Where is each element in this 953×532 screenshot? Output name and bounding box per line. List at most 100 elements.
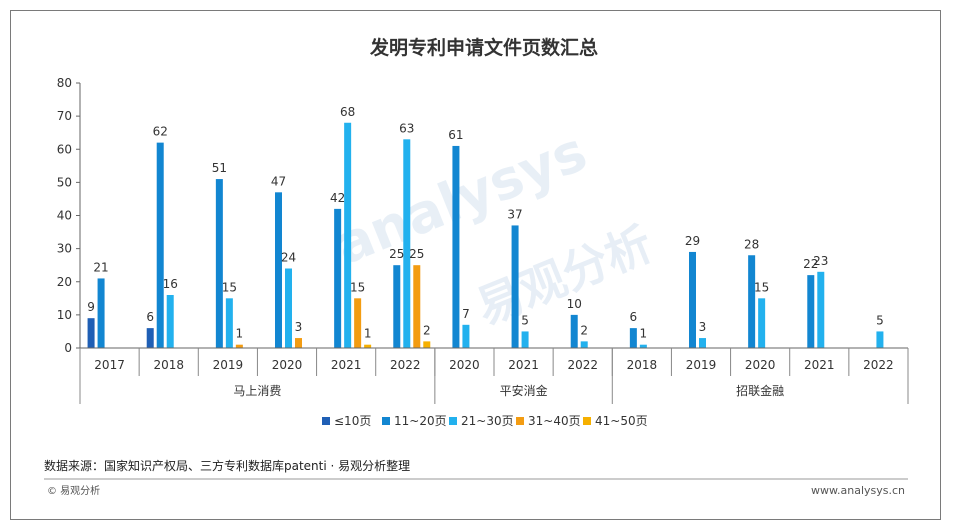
legend-swatch — [516, 417, 524, 425]
data-label: 51 — [212, 161, 227, 175]
data-label: 5 — [521, 313, 529, 327]
copyright-text: © 易观分析 — [47, 484, 100, 497]
y-tick-label: 30 — [57, 242, 72, 256]
data-label: 6 — [146, 310, 154, 324]
legend-swatch — [449, 417, 457, 425]
data-labels: 9216621651151472434268151256325261737510… — [87, 105, 883, 341]
x-group-label: 马上消费 — [233, 384, 281, 398]
bar — [817, 271, 825, 348]
data-label: 16 — [163, 277, 178, 291]
x-tick-label: 2020 — [745, 358, 776, 372]
bar — [295, 338, 302, 348]
bars — [87, 122, 884, 348]
data-label: 61 — [448, 128, 463, 142]
bar — [156, 142, 164, 348]
bar — [758, 298, 766, 348]
x-tick-label: 2022 — [390, 358, 421, 372]
x-tick-label: 2018 — [627, 358, 658, 372]
bar — [364, 344, 372, 348]
x-axis: 2017 2018 2019 2020 2021 2022 马上消费 2020 2021 2022… — [79, 347, 909, 404]
data-label: 37 — [507, 207, 522, 221]
x-group-label: 平安消金 — [500, 383, 548, 398]
data-label: 6 — [630, 310, 638, 324]
bar — [570, 314, 578, 348]
chart-title: 发明专利申请文件页数汇总 — [369, 36, 598, 59]
y-tick-label: 10 — [57, 308, 72, 322]
y-tick-label: 80 — [57, 76, 72, 90]
bar — [235, 344, 243, 348]
data-label: 2 — [580, 323, 588, 337]
data-label: 47 — [271, 174, 286, 188]
bar — [876, 331, 884, 348]
bar — [166, 295, 174, 348]
bar — [629, 328, 637, 348]
x-tick-label: 2019 — [686, 358, 717, 372]
bar — [748, 255, 756, 348]
x-tick-label: 2018 — [153, 358, 184, 372]
x-tick-label: 2022 — [567, 358, 598, 372]
legend-label: ≤10页 — [334, 414, 371, 428]
data-label: 25 — [409, 247, 424, 261]
bar — [699, 338, 706, 348]
data-label: 42 — [330, 191, 345, 205]
x-tick-label: 2020 — [449, 358, 480, 372]
bar — [580, 341, 588, 348]
data-label: 28 — [744, 237, 759, 251]
chart-frame — [10, 10, 941, 520]
data-label: 15 — [222, 280, 237, 294]
data-label: 63 — [399, 121, 414, 135]
data-source: 数据来源：国家知识产权局、三方专利数据库patenti · 易观分析整理 — [44, 458, 410, 473]
data-label: 2 — [423, 323, 431, 337]
data-label: 3 — [295, 320, 303, 334]
legend-label: 21~30页 — [461, 414, 514, 428]
data-label: 25 — [389, 247, 404, 261]
bar — [215, 179, 223, 348]
data-label: 15 — [350, 280, 365, 294]
x-tick-label: 2020 — [272, 358, 303, 372]
data-label: 1 — [640, 327, 648, 341]
data-label: 68 — [340, 105, 355, 119]
data-label: 29 — [685, 234, 700, 248]
bar — [807, 275, 815, 348]
data-label: 5 — [876, 313, 884, 327]
data-label: 7 — [462, 307, 470, 321]
x-tick-label: 2019 — [213, 358, 244, 372]
data-label: 1 — [236, 327, 244, 341]
x-tick-label: 2021 — [508, 358, 539, 372]
bar — [639, 344, 647, 348]
x-tick-label: 2022 — [863, 358, 894, 372]
data-label: 1 — [364, 327, 372, 341]
bar — [689, 251, 696, 348]
y-axis: 0 10 20 30 40 50 60 70 80 — [57, 76, 81, 355]
bar — [462, 324, 470, 348]
data-label: 62 — [153, 125, 168, 139]
bar — [344, 122, 352, 348]
legend-swatch — [322, 417, 330, 425]
bar — [393, 265, 401, 348]
bar — [511, 225, 519, 348]
x-group-label: 招联金融 — [736, 383, 784, 398]
y-tick-label: 70 — [57, 109, 72, 123]
bar — [452, 145, 460, 348]
data-label: 15 — [754, 280, 769, 294]
x-tick-label: 2017 — [94, 358, 125, 372]
data-label: 3 — [699, 320, 707, 334]
data-label: 9 — [87, 300, 95, 314]
bar — [354, 298, 362, 348]
legend-swatch — [382, 417, 390, 425]
bar — [275, 192, 282, 348]
data-label: 10 — [567, 297, 582, 311]
y-tick-label: 0 — [64, 341, 72, 355]
y-tick-label: 20 — [57, 275, 72, 289]
bar — [403, 139, 411, 348]
legend-label: 41~50页 — [595, 414, 648, 428]
legend: ≤10页 11~20页 21~30页 31~40页 41~50页 — [322, 414, 648, 428]
bar — [423, 341, 431, 348]
bar — [521, 331, 529, 348]
legend-swatch — [583, 417, 591, 425]
data-label: 21 — [93, 260, 108, 274]
legend-label: 11~20页 — [394, 414, 447, 428]
legend-label: 31~40页 — [528, 414, 581, 428]
bar — [97, 278, 105, 348]
